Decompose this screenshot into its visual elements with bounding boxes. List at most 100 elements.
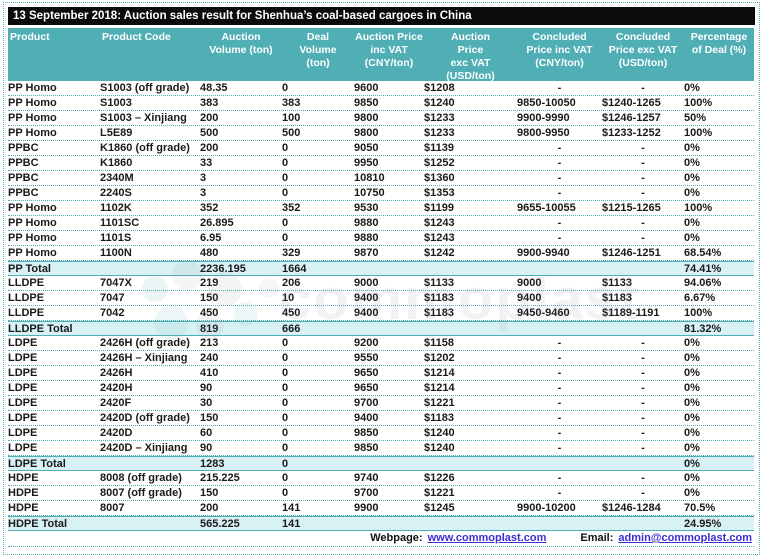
table-cell: $1214 xyxy=(424,382,455,394)
table-cell: 9880 xyxy=(354,217,379,229)
table-cell: $1208 xyxy=(424,82,455,94)
table-cell: 0% xyxy=(684,397,700,409)
table-cell: 0 xyxy=(282,487,289,499)
table-cell: 141 xyxy=(282,502,301,514)
table-cell xyxy=(354,262,424,275)
table-cell: 9850 xyxy=(354,427,379,439)
table-cell: - xyxy=(641,187,645,199)
table-cell: PPBC xyxy=(8,142,39,154)
table-cell: 9900-10200 xyxy=(517,502,576,514)
table-cell: 9700 xyxy=(354,487,379,499)
table-cell: 9400 xyxy=(354,412,379,424)
table-cell: - xyxy=(557,442,562,454)
table-cell: 0 xyxy=(282,232,289,244)
table-cell: 2240S xyxy=(100,187,132,199)
table-cell xyxy=(100,457,200,470)
table-cell: 74.41% xyxy=(684,263,722,275)
table-cell: $1133 xyxy=(602,277,632,289)
table-cell: $1139 xyxy=(424,142,454,154)
table-cell: 0% xyxy=(684,367,700,379)
table-cell: $1221 xyxy=(424,397,455,409)
table-cell: 0 xyxy=(282,397,289,409)
table-row: PP Homo 1102K 352 352 9530 $1199 9655-10055 $12… xyxy=(8,201,754,216)
column-header: Deal Volume (ton) xyxy=(299,31,337,69)
table-cell: 70.5% xyxy=(684,502,716,514)
table-cell: 81.32% xyxy=(684,323,722,335)
table-cell xyxy=(424,262,517,275)
table-cell xyxy=(517,457,602,470)
table-cell: 2426H – Xinjiang xyxy=(100,352,188,364)
table-cell xyxy=(424,457,517,470)
table-cell: $1133 xyxy=(424,277,454,289)
table-cell: 0 xyxy=(282,187,289,199)
table-row: LLDPE 7042 450 450 9400 $1183 9450-9460 $1189-1… xyxy=(8,306,754,321)
table-cell: $1183 xyxy=(424,292,454,304)
table-row: LDPE 2420D (off grade) 150 0 9400 $1183 - - 0% xyxy=(8,411,754,426)
table-cell: 141 xyxy=(282,518,301,530)
table-cell: - xyxy=(557,397,562,409)
table-row: LDPE 2426H – Xinjiang 240 0 9550 $1202 - - 0% xyxy=(8,351,754,366)
table-cell: 9600 xyxy=(354,82,379,94)
table-cell: 6.95 xyxy=(200,232,222,244)
email-label: Email: xyxy=(580,532,614,544)
table-cell: 150 xyxy=(200,292,219,304)
table-cell: 1664 xyxy=(282,263,307,275)
table-cell: 9550 xyxy=(354,352,379,364)
table-cell: LDPE xyxy=(8,382,38,394)
table-cell: $1215-1265 xyxy=(602,202,661,214)
table-cell: - xyxy=(557,157,562,169)
table-cell: $1246-1257 xyxy=(602,112,661,124)
table-row: LDPE 2420F 30 0 9700 $1221 - - 0% xyxy=(8,396,754,411)
table-cell: LDPE xyxy=(8,427,38,439)
table-cell: $1242 xyxy=(424,247,455,259)
table-cell xyxy=(602,517,684,530)
table-cell: 24.95% xyxy=(684,518,722,530)
auction-report-sheet: 13 September 2018: Auction sales result … xyxy=(3,2,760,555)
table-row: PPBC K1860 33 0 9950 $1252 - - 0% xyxy=(8,156,754,171)
table-cell: 6.67% xyxy=(684,292,716,304)
table-cell: 10 xyxy=(282,292,295,304)
table-cell: 352 xyxy=(282,202,301,214)
table-cell: 100% xyxy=(684,127,713,139)
table-cell: - xyxy=(641,382,645,394)
table-cell: 9000 xyxy=(354,277,379,289)
table-cell xyxy=(602,457,684,470)
table-cell: $1243 xyxy=(424,232,455,244)
table-cell: PP Homo xyxy=(8,202,57,214)
table-cell: LDPE xyxy=(8,442,38,454)
table-cell: 68.54% xyxy=(684,247,722,259)
table-cell: 480 xyxy=(200,247,219,259)
table-row: PPBC K1860 (off grade) 200 0 9050 $1139 - - 0% xyxy=(8,141,754,156)
table-cell: 0% xyxy=(684,442,700,454)
table-cell: - xyxy=(557,232,562,244)
table-cell: HDPE xyxy=(8,472,39,484)
table-cell: LDPE xyxy=(8,337,38,349)
table-cell: LDPE xyxy=(8,352,38,364)
table-cell: 2420D xyxy=(100,427,133,439)
table-cell: 213 xyxy=(200,337,219,349)
table-cell: - xyxy=(641,217,645,229)
table-cell: $1353 xyxy=(424,187,455,199)
email-link[interactable]: admin@commoplast.com xyxy=(618,532,752,544)
table-cell: - xyxy=(557,142,562,154)
table-cell: LLDPE xyxy=(8,277,45,289)
footer-row: Webpage: www.commoplast.com Email: admin… xyxy=(8,531,754,547)
total-row: LLDPE Total 819 666 81.32% xyxy=(8,321,754,336)
table-cell: 9850 xyxy=(354,442,379,454)
table-cell: 33 xyxy=(200,157,213,169)
table-cell xyxy=(602,262,684,275)
table-cell: 30 xyxy=(200,397,213,409)
table-row: HDPE 8007 (off grade) 150 0 9700 $1221 - - 0% xyxy=(8,486,754,501)
table-row: LDPE 2420H 90 0 9650 $1214 - - 0% xyxy=(8,381,754,396)
table-row: PP Homo S1003 383 383 9850 $1240 9850-10050 $12… xyxy=(8,96,754,111)
table-cell: - xyxy=(641,337,645,349)
table-cell: HDPE Total xyxy=(8,518,68,530)
table-cell: - xyxy=(641,442,645,454)
table-cell: - xyxy=(557,382,562,394)
table-cell: - xyxy=(557,487,562,499)
table-cell: $1183 xyxy=(424,307,454,319)
table-cell: 9000 xyxy=(517,277,542,289)
table-cell: 9870 xyxy=(354,247,379,259)
table-cell: 0% xyxy=(684,217,700,229)
webpage-link[interactable]: www.commoplast.com xyxy=(427,532,547,544)
